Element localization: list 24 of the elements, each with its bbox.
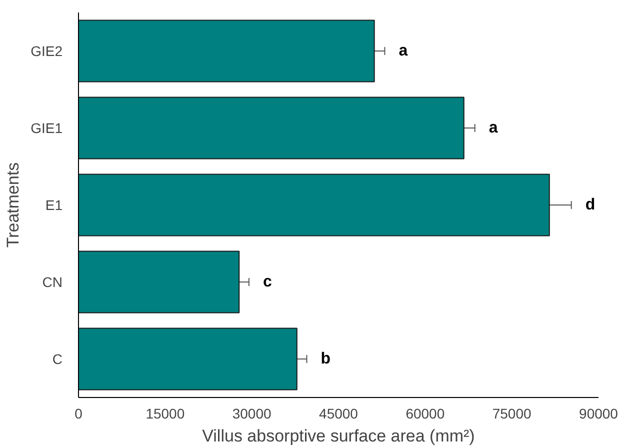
x-tick-label: 45000	[319, 406, 358, 422]
y-tick-label: GIE2	[30, 43, 63, 59]
y-tick-label: GIE1	[30, 120, 63, 136]
annotation: b	[320, 350, 331, 368]
annotation: a	[398, 42, 408, 60]
bar	[78, 250, 240, 314]
x-axis-title: Villus absorptive surface area (mm²)	[202, 426, 475, 446]
y-tick-label: E1	[45, 197, 63, 213]
y-axis-title: Treatments	[4, 162, 23, 248]
x-tick-label: 15000	[146, 406, 185, 422]
bar	[78, 96, 464, 160]
annotation: c	[262, 274, 272, 290]
annotation: a	[488, 120, 498, 136]
y-tick-label: CN	[42, 274, 63, 290]
x-tick-label: 0	[74, 406, 83, 422]
x-tick-label: 30000	[232, 406, 272, 422]
y-tick-label: C	[52, 351, 63, 367]
annotation: d	[585, 196, 596, 214]
x-tick-label: 60000	[406, 406, 445, 422]
bar	[78, 20, 375, 82]
bar	[78, 328, 298, 390]
x-tick-label: 90000	[579, 406, 618, 422]
x-tick-label: 75000	[492, 406, 532, 422]
bar	[78, 174, 550, 236]
